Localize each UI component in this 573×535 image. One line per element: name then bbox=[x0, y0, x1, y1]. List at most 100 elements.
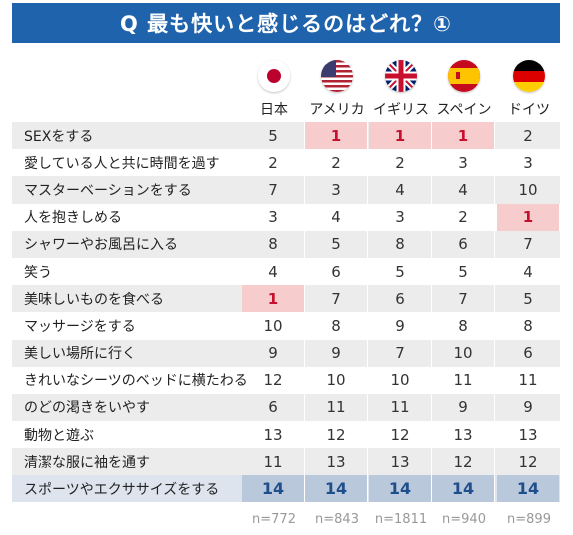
column-divider bbox=[367, 312, 368, 340]
rank-cell: 4 bbox=[268, 262, 278, 281]
rank-cell: 13 bbox=[326, 452, 346, 471]
column-divider bbox=[304, 421, 305, 449]
rank-cell: 11 bbox=[263, 452, 283, 471]
column-divider bbox=[494, 122, 495, 150]
column-divider bbox=[431, 421, 432, 449]
column-divider bbox=[304, 448, 305, 476]
page-title: Q 最も快いと感じるのはどれ？① bbox=[12, 3, 560, 43]
rank-cell: 8 bbox=[268, 235, 278, 254]
row-label: のどの渇きをいやす bbox=[24, 400, 150, 417]
rank-cell: 1 bbox=[497, 203, 559, 231]
rank-cell: 1 bbox=[305, 122, 367, 150]
rank-cell: 11 bbox=[326, 398, 346, 417]
rank-cell: 4 bbox=[458, 180, 468, 199]
column-divider bbox=[431, 257, 432, 286]
column-divider bbox=[304, 149, 305, 177]
row-label: マッサージをする bbox=[24, 318, 136, 335]
table-row: マスターベーションをする 7 3 4 4 10 bbox=[12, 176, 560, 204]
column-divider bbox=[367, 448, 368, 476]
rank-cell: 2 bbox=[331, 153, 341, 172]
column-divider bbox=[304, 257, 305, 286]
rank-cell: 9 bbox=[395, 316, 405, 335]
rank-cell: 2 bbox=[458, 208, 468, 227]
column-divider bbox=[431, 339, 432, 367]
rank-cell: 13 bbox=[518, 425, 538, 444]
rank-cell: 6 bbox=[395, 289, 405, 308]
sample-size-uk: n=1811 bbox=[374, 512, 428, 527]
table-row: 美味しいものを食べる 1 7 6 7 5 bbox=[12, 285, 560, 313]
rank-cell: 4 bbox=[523, 262, 533, 281]
rank-cell: 13 bbox=[390, 452, 410, 471]
column-divider bbox=[494, 203, 495, 231]
ranking-table: SEXをする 5 1 1 1 2 愛している人と共に時間を過す 2 2 2 3 3 マスターベーションを… bbox=[12, 122, 560, 503]
rank-cell: 1 bbox=[242, 285, 304, 313]
rank-cell: 14 bbox=[369, 475, 431, 503]
rank-cell: 10 bbox=[453, 344, 473, 363]
column-label-spain: スペイン bbox=[436, 102, 492, 118]
column-divider bbox=[367, 149, 368, 177]
rank-cell: 1 bbox=[432, 122, 494, 150]
uk-flag-icon bbox=[385, 60, 417, 92]
rank-cell: 3 bbox=[458, 153, 468, 172]
column-divider bbox=[431, 122, 432, 150]
sample-size-spain: n=940 bbox=[442, 512, 486, 527]
rank-cell: 7 bbox=[395, 344, 405, 363]
column-divider bbox=[367, 366, 368, 394]
column-divider bbox=[494, 421, 495, 449]
rank-cell: 7 bbox=[523, 235, 533, 254]
rank-cell: 9 bbox=[523, 398, 533, 417]
rank-cell: 14 bbox=[305, 475, 367, 503]
column-divider bbox=[494, 285, 495, 313]
rank-cell: 5 bbox=[331, 235, 341, 254]
table-row: 愛している人と共に時間を過す 2 2 2 3 3 bbox=[12, 149, 560, 177]
column-divider bbox=[304, 312, 305, 340]
rank-cell: 4 bbox=[331, 208, 341, 227]
table-row: シャワーやお風呂に入る 8 5 8 6 7 bbox=[12, 230, 560, 258]
column-divider bbox=[431, 176, 432, 204]
column-divider bbox=[494, 366, 495, 394]
row-label: 人を抱きしめる bbox=[24, 210, 122, 227]
column-divider bbox=[367, 339, 368, 367]
column-divider bbox=[367, 257, 368, 286]
rank-cell: 7 bbox=[331, 289, 341, 308]
table-row: 人を抱きしめる 3 4 3 2 1 bbox=[12, 203, 560, 231]
rank-cell: 6 bbox=[331, 262, 341, 281]
rank-cell: 10 bbox=[263, 316, 283, 335]
rank-cell: 5 bbox=[268, 126, 278, 145]
column-divider bbox=[494, 176, 495, 204]
germany-flag-icon bbox=[513, 60, 545, 92]
rank-cell: 3 bbox=[523, 153, 533, 172]
column-divider bbox=[494, 475, 495, 503]
rank-cell: 13 bbox=[453, 425, 473, 444]
rank-cell: 12 bbox=[263, 371, 283, 390]
rank-cell: 3 bbox=[331, 180, 341, 199]
sample-size-usa: n=843 bbox=[315, 512, 359, 527]
rank-cell: 8 bbox=[331, 316, 341, 335]
rank-cell: 2 bbox=[523, 126, 533, 145]
table-row: SEXをする 5 1 1 1 2 bbox=[12, 122, 560, 150]
column-divider bbox=[494, 339, 495, 367]
column-divider bbox=[304, 230, 305, 258]
column-divider bbox=[431, 285, 432, 313]
table-row: 笑う 4 6 5 5 4 bbox=[12, 257, 560, 286]
rank-cell: 6 bbox=[523, 344, 533, 363]
row-label: 笑う bbox=[24, 264, 52, 281]
table-row: スポーツやエクササイズをする 14 14 14 14 14 bbox=[12, 475, 560, 503]
rank-cell: 14 bbox=[497, 475, 559, 503]
column-divider bbox=[367, 176, 368, 204]
rank-cell: 12 bbox=[453, 452, 473, 471]
rank-cell: 2 bbox=[268, 153, 278, 172]
column-divider bbox=[431, 149, 432, 177]
spain-flag-icon bbox=[448, 60, 480, 92]
row-label: 清潔な服に袖を通す bbox=[24, 454, 150, 471]
column-divider bbox=[431, 393, 432, 422]
row-label: スポーツやエクササイズをする bbox=[24, 481, 220, 498]
column-divider bbox=[304, 475, 305, 503]
rank-cell: 12 bbox=[518, 452, 538, 471]
row-label: きれいなシーツのベッドに横たわる bbox=[24, 373, 248, 390]
column-divider bbox=[367, 230, 368, 258]
rank-cell: 9 bbox=[458, 398, 468, 417]
column-divider bbox=[431, 366, 432, 394]
column-divider bbox=[431, 312, 432, 340]
column-divider bbox=[494, 149, 495, 177]
